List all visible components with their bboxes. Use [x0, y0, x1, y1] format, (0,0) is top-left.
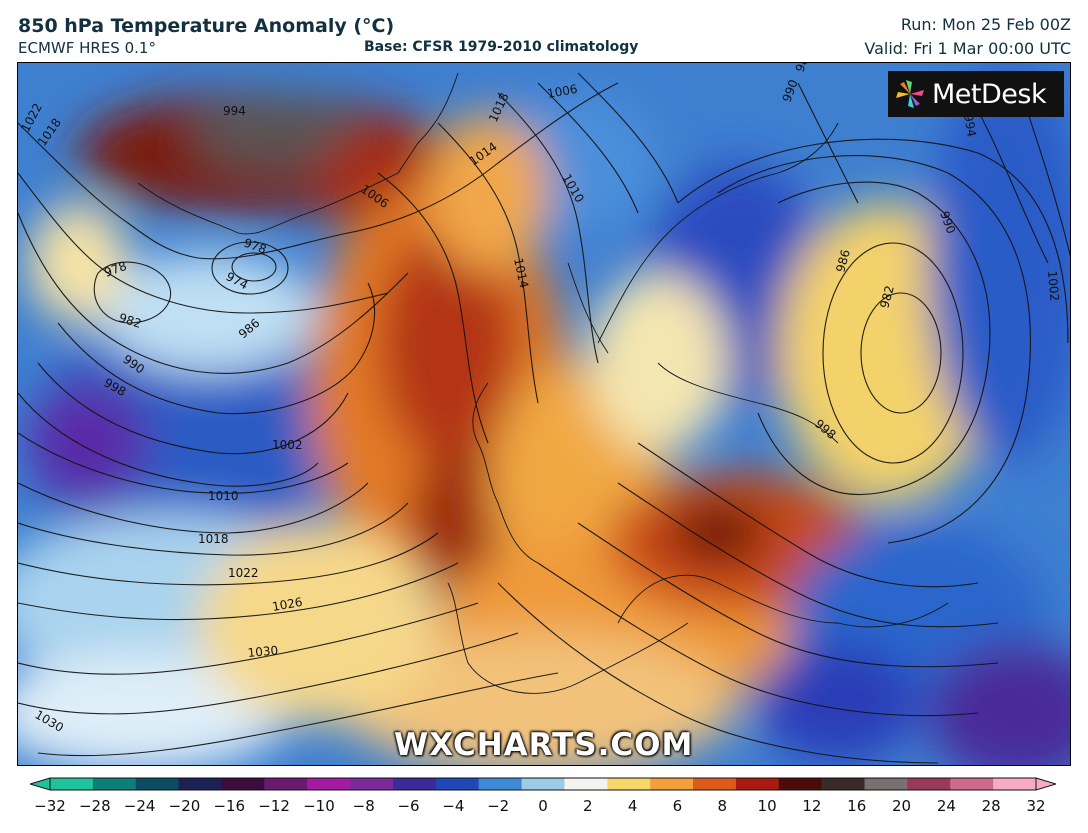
colorbar-segment: [264, 778, 308, 790]
svg-text:994: 994: [961, 113, 979, 138]
colorbar-segment: [693, 778, 737, 790]
svg-text:1014: 1014: [511, 257, 531, 290]
colorbar-tick-label: 6: [672, 797, 683, 815]
colorbar-segment: [521, 778, 565, 790]
colorbar-segment: [950, 778, 994, 790]
colorbar-tick-label: −2: [487, 797, 510, 815]
colorbar-tick-label: −24: [123, 797, 156, 815]
anomaly-colorbar: [30, 777, 1056, 791]
svg-text:1010: 1010: [208, 489, 239, 503]
temperature-anomaly-field: [18, 63, 1070, 765]
brand-name: MetDesk: [932, 78, 1047, 110]
colorbar-tick-label: 16: [847, 797, 867, 815]
chart-title: 850 hPa Temperature Anomaly (°C): [18, 15, 395, 37]
colorbar-tick-label: −32: [34, 797, 66, 815]
colorbar-tick-label: −10: [303, 797, 335, 815]
colorbar-segment: [178, 778, 222, 790]
colorbar-segment: [350, 778, 394, 790]
model-label: ECMWF HRES 0.1°: [18, 39, 156, 57]
metdesk-pinwheel-icon: [896, 80, 924, 108]
colorbar-segment: [435, 778, 480, 790]
colorbar-segment: [864, 778, 908, 790]
svg-text:986: 986: [833, 248, 852, 274]
colorbar-tick-label: 0: [538, 797, 548, 815]
colorbar-tick-label: −8: [352, 797, 375, 815]
colorbar-tick-label: −12: [258, 797, 290, 815]
colorbar-tick-label: −4: [442, 797, 465, 815]
colorbar-tick-label: 4: [627, 797, 638, 815]
valid-time-label: Valid: Fri 1 Mar 00:00 UTC: [864, 39, 1071, 58]
colorbar-min-arrow: [30, 777, 51, 791]
colorbar-segment: [50, 778, 94, 790]
colorbar-tick-label: 8: [717, 797, 728, 815]
colorbar-max-arrow: [1035, 777, 1056, 791]
colorbar-tick-label: −6: [397, 797, 420, 815]
svg-text:982: 982: [117, 311, 143, 331]
colorbar-segment: [478, 778, 523, 790]
colorbar-tick-label: 24: [936, 797, 956, 815]
colorbar-frame: [49, 777, 1037, 791]
svg-text:1002: 1002: [1045, 270, 1062, 302]
colorbar-segment: [607, 778, 651, 790]
svg-text:982: 982: [877, 284, 896, 310]
svg-text:1022: 1022: [228, 566, 259, 580]
colorbar-segment: [135, 778, 180, 790]
colorbar-tick-label: −16: [213, 797, 246, 815]
colorbar-segment: [735, 778, 780, 790]
colorbar-segment: [821, 778, 866, 790]
metdesk-logo: MetDesk: [888, 71, 1064, 117]
colorbar-tick-label: 12: [802, 797, 822, 815]
svg-text:1026: 1026: [271, 595, 304, 614]
colorbar-tick-label: 10: [757, 797, 777, 815]
anomaly-map: 1022 1018 994 978 974 978 982 986 990 99…: [17, 62, 1071, 766]
colorbar-segment: [907, 778, 951, 790]
colorbar-segment: [392, 778, 437, 790]
run-time-label: Run: Mon 25 Feb 00Z: [900, 15, 1071, 34]
colorbar-segment: [993, 778, 1037, 790]
colorbar-segment: [650, 778, 694, 790]
svg-text:1018: 1018: [198, 532, 229, 546]
svg-text:1002: 1002: [272, 438, 303, 452]
colorbar-tick-label: 2: [583, 797, 593, 815]
map-canvas: 1022 1018 994 978 974 978 982 986 990 99…: [18, 63, 1070, 765]
colorbar-tick-label: 28: [981, 797, 1001, 815]
svg-text:1006: 1006: [546, 82, 579, 101]
svg-text:986: 986: [793, 63, 814, 74]
svg-text:994: 994: [223, 104, 246, 118]
colorbar-tick-label: −20: [168, 797, 201, 815]
colorbar-segment: [92, 778, 137, 790]
colorbar-tick-label: −28: [78, 797, 111, 815]
svg-text:1030: 1030: [247, 643, 279, 660]
colorbar-tick-label: 32: [1026, 797, 1046, 815]
colorbar-segment: [778, 778, 823, 790]
colorbar-segment: [221, 778, 265, 790]
climatology-base-label: Base: CFSR 1979-2010 climatology: [364, 39, 639, 55]
colorbar-segment: [307, 778, 351, 790]
wxcharts-watermark: WXCHARTS.COM: [394, 727, 694, 763]
colorbar-segment: [564, 778, 608, 790]
isobars: [18, 72, 1070, 764]
coastline-lines: [137, 72, 949, 694]
colorbar-tick-label: 20: [891, 797, 912, 815]
